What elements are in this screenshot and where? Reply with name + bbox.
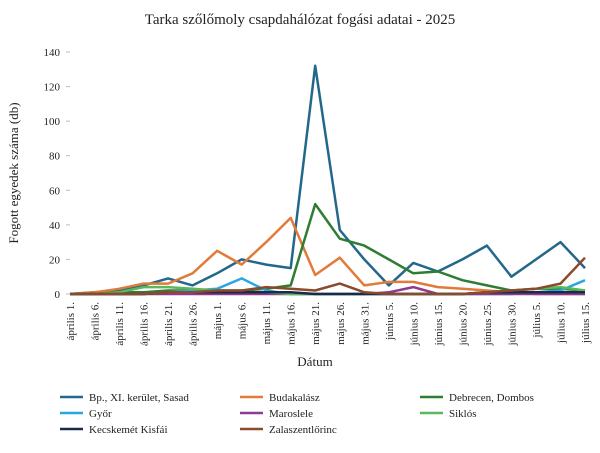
x-tick-label: június 20. <box>457 302 469 347</box>
x-tick-label: július 5. <box>531 302 543 339</box>
y-tick-label: 100 <box>44 116 61 128</box>
line-series <box>70 202 586 296</box>
x-tick-label: június 10. <box>408 302 420 347</box>
x-tick-label: július 15. <box>580 302 592 344</box>
legend-label: Budakalász <box>269 392 320 404</box>
chart-title: Tarka szőlőmoly csapdahálózat fogási ada… <box>145 12 456 28</box>
x-tick-label: április 1. <box>65 302 77 341</box>
x-tick-label: április 16. <box>139 302 151 346</box>
x-tick-label: május 6. <box>237 302 249 340</box>
legend-label: Győr <box>89 408 112 420</box>
legend-label: Bp., XI. kerület, Sasad <box>89 392 189 404</box>
y-axis-title: Fogott egyedek száma (db) <box>6 102 21 243</box>
legend-label: Debrecen, Dombos <box>449 392 534 404</box>
x-axis-title: Dátum <box>297 354 332 369</box>
x-tick-label: április 11. <box>114 302 126 346</box>
x-tick-label: július 10. <box>555 302 567 344</box>
y-tick-label: 140 <box>44 47 61 59</box>
x-tick-label: május 31. <box>359 302 371 345</box>
x-tick-label: április 6. <box>90 302 102 341</box>
x-tick-label: április 21. <box>163 302 175 346</box>
x-tick-label: május 21. <box>310 302 322 345</box>
y-tick-label: 60 <box>49 185 61 197</box>
x-tick-label: május 11. <box>261 302 273 345</box>
x-tick-label: május 16. <box>286 302 298 345</box>
x-tick-label: június 15. <box>433 302 445 347</box>
x-tick-label: június 25. <box>482 302 494 347</box>
line-series <box>69 64 586 296</box>
legend-label: Kecskemét Kisfái <box>89 424 168 436</box>
line-series <box>70 256 586 296</box>
legend-label: Maroslele <box>269 408 313 420</box>
y-tick-label: 120 <box>44 82 61 94</box>
x-tick-label: május 26. <box>335 302 347 345</box>
x-tick-label: június 5. <box>384 302 396 341</box>
y-tick-label: 40 <box>49 220 61 232</box>
x-tick-label: április 26. <box>188 302 200 346</box>
y-tick-label: 20 <box>49 254 61 266</box>
y-tick-label: 0 <box>55 289 61 301</box>
legend-label: Zalaszentlőrinc <box>269 424 337 436</box>
line-series <box>69 216 585 296</box>
y-tick-label: 80 <box>49 151 61 163</box>
x-tick-label: június 30. <box>506 302 518 347</box>
legend-label: Siklós <box>449 408 477 420</box>
x-tick-label: május 1. <box>212 302 224 340</box>
